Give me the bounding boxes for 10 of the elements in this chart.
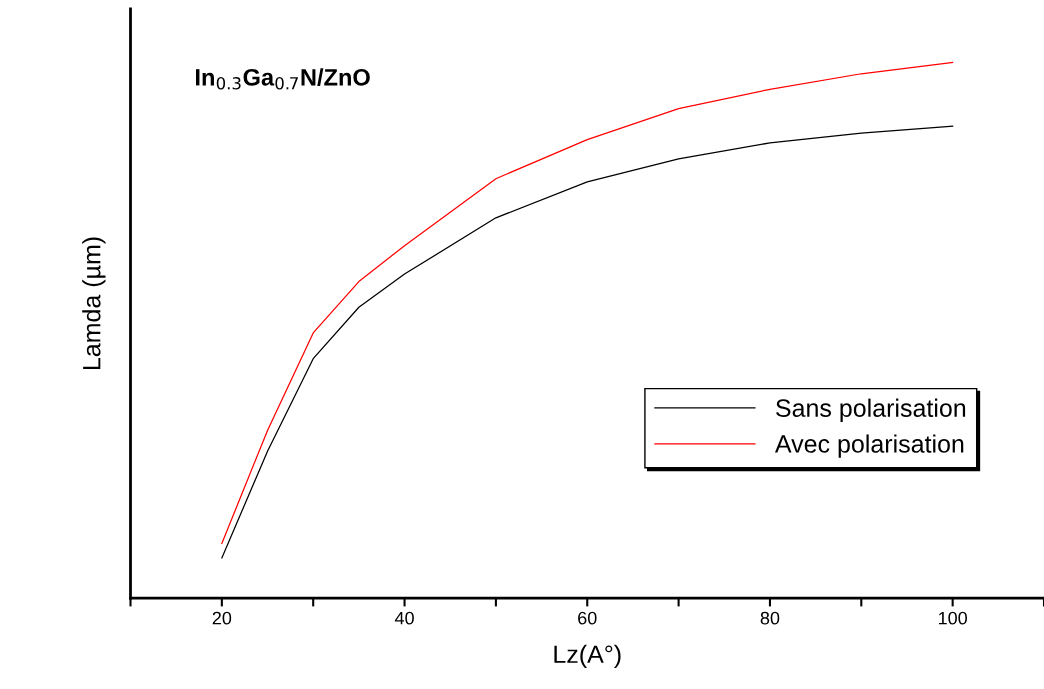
x-tick-label: 100 bbox=[938, 611, 968, 625]
x-tick-label: 80 bbox=[760, 611, 780, 625]
x-tick-label: 60 bbox=[578, 611, 597, 625]
x-tick-label: 40 bbox=[394, 611, 414, 625]
legend-label: Sans polarisation bbox=[776, 398, 966, 422]
y-axis-title: Lamda (µm) bbox=[82, 237, 106, 370]
x-tick-label: 20 bbox=[212, 611, 232, 625]
x-axis-title: Lz(A°) bbox=[554, 644, 621, 669]
annotation: In$_{0.3}$Ga$_{0.7}$N/ZnO bbox=[196, 68, 370, 90]
legend-label: Avec polarisation bbox=[774, 434, 964, 458]
